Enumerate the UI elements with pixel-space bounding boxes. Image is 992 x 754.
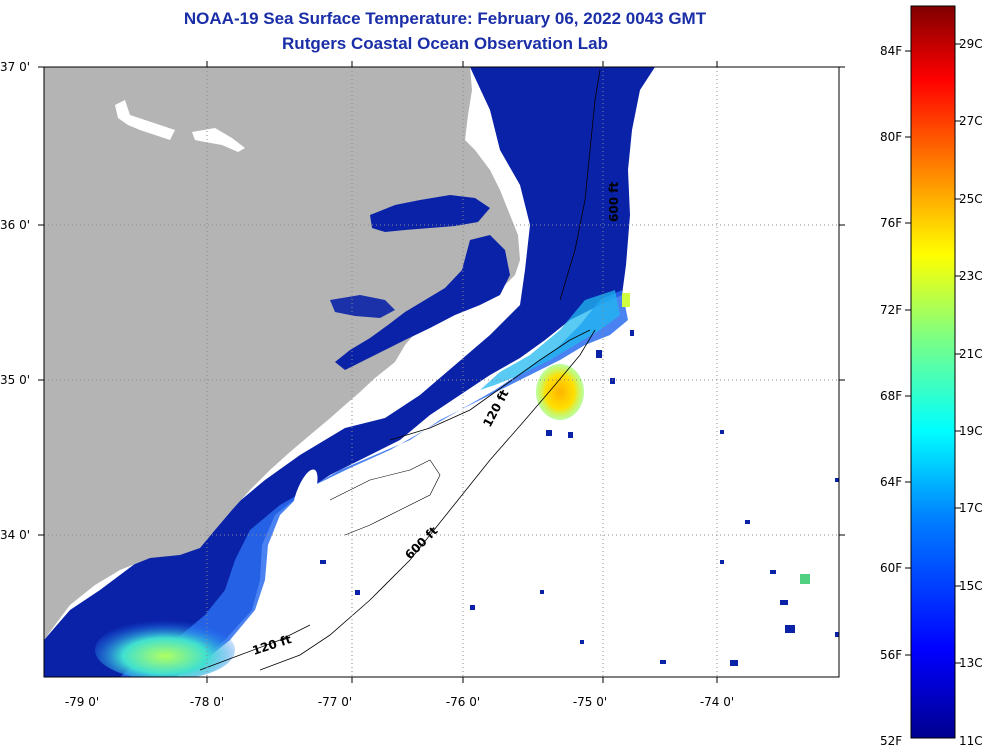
c-label-11: 11C (959, 734, 983, 748)
albemarle-sound (370, 195, 490, 232)
f-label-72: 72F (880, 303, 902, 317)
plot-frame (43, 66, 840, 678)
lon-label-76: -76 0' (446, 695, 480, 709)
c-label-25: 25C (959, 192, 983, 206)
f-label-68: 68F (880, 389, 902, 403)
c-label-23: 23C (959, 269, 983, 283)
isobath-600ft-south (259, 329, 596, 671)
cold-water-region (44, 67, 655, 677)
mid-temperature-band (120, 290, 628, 677)
lat-label-35: 35 0' (0, 373, 30, 387)
isobath-120ft (389, 329, 591, 441)
lat-label-34: 34 0' (0, 528, 30, 542)
celsius-ticks (955, 43, 961, 664)
c-label-17: 17C (959, 501, 983, 515)
southern-warm-patch (95, 620, 235, 677)
lon-label-77: -77 0' (318, 695, 352, 709)
lat-label-37: 37 0' (0, 60, 30, 74)
lon-label-78: -78 0' (190, 695, 224, 709)
inland-lake-white-2 (192, 128, 245, 152)
f-label-76: 76F (880, 216, 902, 230)
offshore-island (292, 469, 318, 521)
warm-gulf-stream-patch (536, 364, 584, 420)
f-label-64: 64F (880, 475, 902, 489)
small-warm-spot (622, 293, 630, 307)
lat-label-36: 36 0' (0, 218, 30, 232)
c-label-21: 21C (959, 347, 983, 361)
map-title: NOAA-19 Sea Surface Temperature: Februar… (183, 9, 707, 28)
f-label-60: 60F (880, 561, 902, 575)
c-label-29: 29C (959, 37, 983, 51)
isobath-600ft-north (559, 69, 601, 301)
f-label-52: 52F (880, 734, 902, 748)
contour-label-600ft-north: 600 ft (607, 182, 621, 222)
cyan-spot (800, 574, 810, 584)
c-label-19: 19C (959, 424, 983, 438)
map-subtitle: Rutgers Coastal Ocean Observation Lab (282, 34, 608, 53)
f-label-84: 84F (880, 44, 902, 58)
fahrenheit-scale: 84F 80F 76F 72F 68F 64F 60F 56F 52F (880, 44, 902, 748)
isobath-120ft-south (199, 624, 311, 671)
lon-label-74: -74 0' (700, 695, 734, 709)
lon-label-79: -79 0' (65, 695, 99, 709)
celsius-scale: 29C 27C 25C 23C 21C 19C 17C 15C 13C 11C (959, 37, 983, 748)
shelf-detail-contour (329, 459, 441, 536)
scattered-data-pixels (320, 330, 839, 666)
inland-lake-white (115, 100, 175, 140)
c-label-15: 15C (959, 579, 983, 593)
f-label-80: 80F (880, 130, 902, 144)
temperature-colorbar (910, 5, 956, 739)
lon-label-75: -75 0' (573, 695, 607, 709)
inland-river (330, 295, 395, 318)
grid-lines (44, 67, 839, 677)
axis-ticks (38, 61, 845, 683)
pamlico-sound (335, 235, 510, 370)
c-label-13: 13C (959, 656, 983, 670)
fahrenheit-ticks (905, 50, 911, 656)
c-label-27: 27C (959, 114, 983, 128)
light-blue-shelf-band (480, 290, 620, 390)
f-label-56: 56F (880, 648, 902, 662)
